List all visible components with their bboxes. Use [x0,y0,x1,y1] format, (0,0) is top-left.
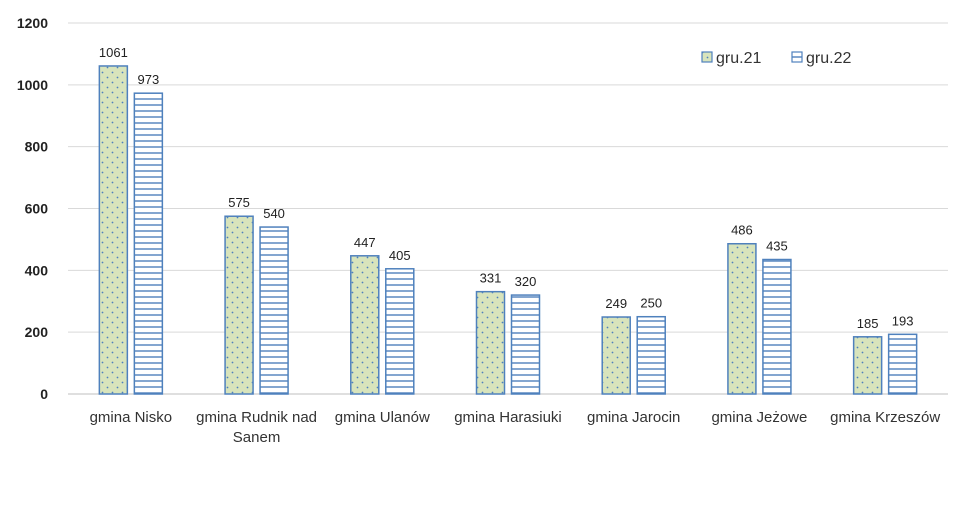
data-label: 973 [138,72,160,87]
x-tick-label: gmina Rudnik nad [196,409,317,426]
data-label: 250 [640,296,662,311]
data-labels: 1061 973 575 540 447 405 331 320 249 250 486 435 185… [99,45,914,331]
legend: gru.21 gru.22 [701,50,851,67]
data-label: 193 [892,313,914,328]
bar-gru.22-1 [259,226,289,395]
data-label: 447 [354,235,376,250]
x-tick-label: gmina Nisko [90,409,173,426]
legend-label: gru.22 [806,50,851,67]
y-tick-label: 200 [25,324,49,340]
bar-gru.22-0 [133,92,164,395]
data-label: 1061 [99,45,128,60]
y-tick-label: 600 [25,201,49,217]
bar-gru.21-3 [475,290,506,395]
y-tick-label: 1000 [17,77,48,93]
y-axis: 0 200 400 600 800 1000 1200 [17,15,948,402]
y-tick-label: 1200 [17,15,48,31]
data-label: 185 [857,316,879,331]
legend-swatch-gru.22 [791,51,803,63]
bar-gru.22-5 [762,258,792,395]
bar-gru.21-4 [601,316,631,395]
bar-gru.21-2 [350,255,380,395]
x-axis: gmina Nisko gmina Rudnik nad Sanem gmina Ul… [90,409,941,446]
x-tick-label: gmina Ulanów [335,409,430,426]
bar-gru.21-0 [98,65,129,395]
data-label: 405 [389,248,411,263]
y-tick-label: 800 [25,139,49,155]
bar-gru.21-1 [224,215,254,395]
x-tick-label: Sanem [233,429,281,446]
data-label: 320 [515,274,537,289]
x-tick-label: gmina Jeżowe [711,409,807,426]
bars [98,65,918,395]
x-tick-label: gmina Krzeszów [830,409,940,426]
x-tick-label: gmina Jarocin [587,409,680,426]
x-tick-label: gmina Harasiuki [454,409,562,426]
data-label: 435 [766,239,788,254]
legend-swatch-gru.21 [701,51,713,63]
bar-gru.21-6 [852,336,883,395]
bar-gru.22-3 [510,294,541,395]
data-label: 486 [731,223,753,238]
gridlines [68,22,948,395]
y-tick-label: 400 [25,262,49,278]
bar-gru.22-4 [636,315,666,395]
bar-gru.22-6 [887,333,918,395]
data-label: 249 [605,296,627,311]
bar-gru.22-2 [385,268,415,395]
data-label: 331 [480,271,502,286]
bar-gru.21-5 [727,242,757,395]
legend-label: gru.21 [716,50,761,67]
data-label: 540 [263,206,285,221]
data-label: 575 [228,195,250,210]
y-tick-label: 0 [40,386,48,402]
